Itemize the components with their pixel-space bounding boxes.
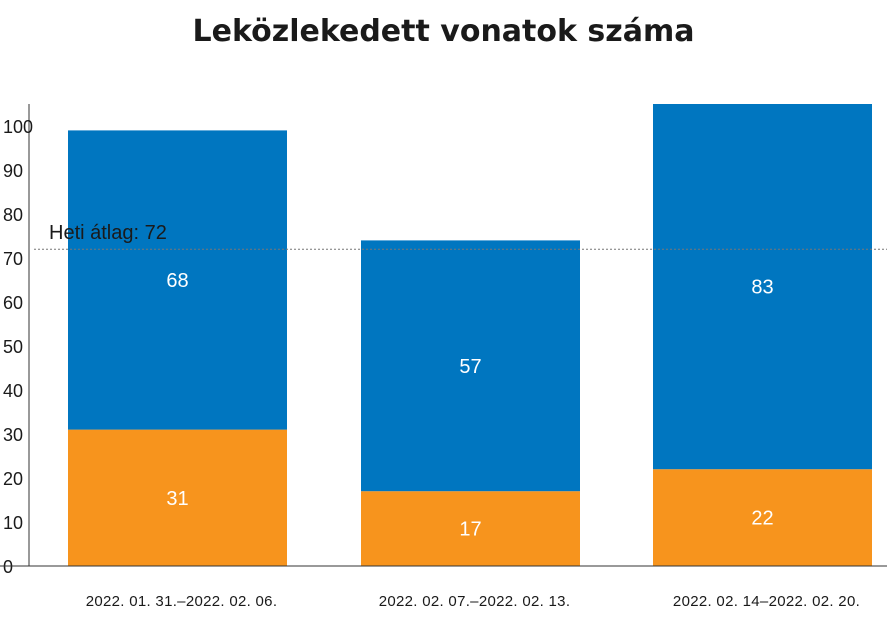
average-label: Heti átlag: 72 [49,222,167,244]
x-category-label: 2022. 02. 14–2022. 02. 20. [673,593,860,610]
y-tick-label: 0 [3,557,13,577]
bar-value-label: 57 [459,356,481,378]
bar-value-label: 68 [166,270,188,292]
y-tick-label: 30 [3,425,23,445]
bar-segment [653,469,872,566]
bar-value-label: 31 [166,488,188,510]
y-tick-label: 60 [3,293,23,313]
bar-segment [68,429,287,566]
y-tick-label: 50 [3,337,23,357]
y-tick-label: 90 [3,161,23,181]
average-line-group: Heti átlag: 72 [34,222,887,250]
bar-value-label: 17 [459,519,481,541]
y-tick-label: 70 [3,249,23,269]
bars: 31 68 17 57 22 83 [68,104,872,566]
bar-segment [653,104,872,470]
bar-value-label: 22 [751,508,773,530]
x-category-label: 2022. 02. 07.–2022. 02. 13. [379,593,571,610]
y-tick-label: 40 [3,381,23,401]
x-category-label: 2022. 01. 31.–2022. 02. 06. [86,593,278,610]
y-tick-label: 100 [3,117,33,137]
y-tick-label: 80 [3,205,23,225]
bar-value-label: 83 [751,277,773,299]
bar-segment [361,240,580,492]
bar-segment [68,130,287,430]
x-axis: 2022. 01. 31.–2022. 02. 06. 2022. 02. 07.… [0,565,887,610]
bar-segment [361,491,580,566]
y-axis: 0 10 20 30 40 50 60 70 80 90 100 [3,104,33,577]
chart-title: Leközlekedett vonatok száma [192,14,695,49]
y-tick-label: 10 [3,513,23,533]
y-tick-label: 20 [3,469,23,489]
